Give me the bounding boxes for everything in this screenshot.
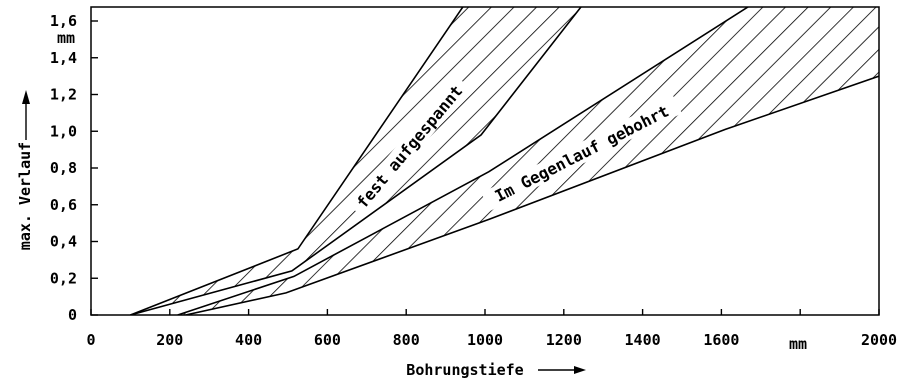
x-tick-label: 1200 xyxy=(546,331,582,349)
x-tick-label: 1400 xyxy=(625,331,661,349)
y-tick-label: 1,4 xyxy=(50,49,77,67)
x-tick-label: 600 xyxy=(314,331,341,349)
x-tick-label: 0 xyxy=(86,331,95,349)
x-tick-label: 1600 xyxy=(703,331,739,349)
band-area xyxy=(177,7,879,315)
band-label-backing xyxy=(481,95,682,211)
band-upper-line xyxy=(177,7,879,315)
y-unit-label: mm xyxy=(57,29,75,47)
y-tick-label: 0,2 xyxy=(50,269,77,287)
y-tick-label: 0,4 xyxy=(50,233,77,251)
y-tick-label: 0,6 xyxy=(50,196,77,214)
y-tick-label: 1,2 xyxy=(50,86,77,104)
band-lower-line xyxy=(185,75,879,315)
x-axis-arrow-head xyxy=(574,366,586,374)
band-area xyxy=(130,7,581,315)
y-axis-title-group: max. Verlauf xyxy=(16,90,34,250)
x-tick-label: 400 xyxy=(235,331,262,349)
x-axis-title: Bohrungstiefe xyxy=(406,361,523,379)
x-tick-label: 200 xyxy=(156,331,183,349)
x-tick-label: 1000 xyxy=(467,331,503,349)
x-unit-label: mm xyxy=(789,335,807,353)
x-tick-label: 2000 xyxy=(861,331,897,349)
y-tick-label: 1,0 xyxy=(50,122,77,140)
y-axis-title: max. Verlauf xyxy=(16,142,34,250)
y-tick-label: 0,8 xyxy=(50,159,77,177)
band-label-backing xyxy=(347,75,471,218)
x-tick-label: 800 xyxy=(393,331,420,349)
x-axis-title-group: Bohrungstiefe xyxy=(406,361,586,379)
band-upper-line xyxy=(130,7,464,315)
y-axis-arrow-head xyxy=(22,90,30,104)
y-tick-label: 1,6 xyxy=(50,12,77,30)
band-lower-line xyxy=(130,7,582,315)
y-tick-label: 0 xyxy=(68,306,77,324)
